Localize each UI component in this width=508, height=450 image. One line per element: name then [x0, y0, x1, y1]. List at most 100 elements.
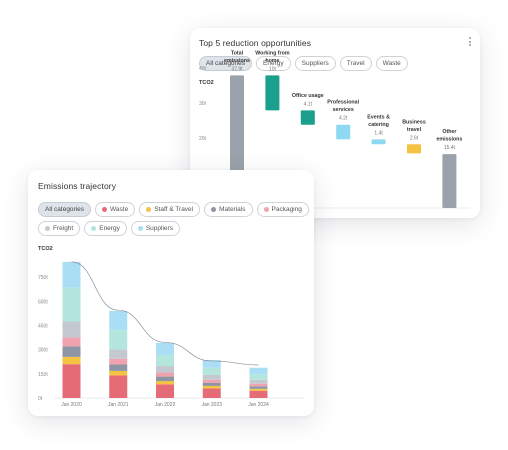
y-tick-label: 20t: [199, 136, 207, 142]
bar-segment-packaging: [249, 383, 268, 387]
bar-value-label: 15.4t: [444, 145, 456, 151]
waterfall-bar-office-usage: [300, 110, 315, 125]
bar-category-label: emissions: [436, 137, 462, 143]
stacked-bar-chart: TCO2 0t 150t 300t 450t 600t 750t Jan 2020 Jan 20…: [38, 246, 304, 408]
filter-chip-label: Waste: [110, 206, 129, 213]
trajectory-filter-all-categories[interactable]: All categories: [38, 202, 92, 217]
reduction-filter-all-categories[interactable]: All categories: [199, 56, 253, 71]
freight-color-dot: [45, 226, 50, 231]
x-tick-label: Jan 2020: [61, 402, 82, 408]
bar-segment-energy: [202, 367, 221, 375]
bar-category-label: travel: [407, 127, 422, 133]
trajectory-filter-waste[interactable]: Waste: [95, 202, 136, 217]
trajectory-filter-chips: All categories Waste Staff & Travel Materia…: [38, 202, 310, 236]
trend-line: [71, 261, 259, 366]
waterfall-bar-events-catering: [371, 139, 386, 145]
filter-chip-label: Waste: [382, 60, 401, 67]
x-tick-label: Jan 2022: [155, 402, 176, 408]
bar-segment-waste: [156, 384, 174, 398]
bar-value-label: 1.4t: [374, 130, 383, 136]
trajectory-filter-suppliers[interactable]: Suppliers: [130, 221, 180, 236]
filter-chip-label: Energy: [263, 60, 284, 67]
trajectory-filter-energy[interactable]: Energy: [84, 221, 127, 236]
reduction-filter-energy[interactable]: Energy: [256, 56, 291, 71]
bar-segment-staff-travel: [202, 385, 221, 389]
bar-segment-waste: [62, 364, 81, 398]
bar-segment-suppliers: [156, 342, 174, 355]
bar-category-label: Other: [442, 129, 456, 135]
bar-segment-energy: [156, 354, 174, 367]
reduction-card-title: Top 5 reduction opportunities: [199, 38, 312, 48]
bar-value-label: 4.1t: [304, 101, 313, 107]
filter-chip-label: All categories: [45, 206, 85, 213]
bar-category-label: emissions: [224, 58, 250, 64]
bar-segment-freight: [249, 379, 268, 384]
bar-segment-suppliers: [249, 367, 268, 375]
reduction-filter-travel[interactable]: Travel: [339, 56, 372, 71]
reduction-filter-suppliers[interactable]: Suppliers: [294, 56, 336, 71]
bar-category-label: Professional: [327, 100, 359, 106]
filter-chip-label: All categories: [206, 60, 246, 67]
bar-segment-staff-travel: [62, 356, 81, 365]
waterfall-bar-working-from-home: [265, 75, 280, 111]
packaging-color-dot: [263, 207, 269, 212]
bar-segment-energy: [62, 287, 81, 322]
y-tick-label: 30t: [199, 101, 207, 107]
bar-segment-materials: [202, 382, 221, 386]
y-axis-label: TCO2: [199, 80, 214, 86]
bar-segment-freight: [156, 366, 174, 373]
bar-segment-materials: [109, 364, 128, 371]
x-tick-label: Jan 2024: [248, 402, 269, 408]
bar-segment-packaging: [109, 358, 128, 365]
energy-color-dot: [91, 226, 97, 231]
materials-color-dot: [211, 207, 217, 212]
y-tick-label: 750t: [38, 275, 48, 281]
more-options-icon[interactable]: [468, 37, 472, 47]
bar-category-label: Working from: [255, 50, 290, 56]
y-tick-label: 450t: [38, 324, 48, 330]
waterfall-bar-business-travel: [407, 144, 421, 154]
bar-segment-packaging: [202, 379, 221, 383]
y-tick-label: 600t: [38, 299, 48, 305]
bar-segment-freight: [202, 374, 221, 380]
filter-chip-label: Energy: [99, 225, 120, 232]
bar-segment-materials: [249, 386, 268, 389]
bar-segment-packaging: [156, 372, 174, 377]
suppliers-color-dot: [137, 226, 143, 231]
bar-segment-packaging: [62, 337, 81, 347]
staff-travel-color-dot: [146, 207, 152, 212]
bar-segment-materials: [156, 376, 174, 382]
filter-chip-label: Suppliers: [145, 225, 173, 232]
trajectory-filter-materials[interactable]: Materials: [204, 202, 253, 217]
bar-segment-staff-travel: [109, 370, 128, 376]
bar-category-label: services: [333, 107, 354, 113]
bar-value-label: 37.9t: [231, 66, 243, 72]
filter-chip-label: Suppliers: [301, 60, 329, 67]
y-tick-label: 0t: [38, 396, 43, 402]
bar-segment-waste: [109, 375, 128, 398]
reduction-filter-chips: All categories Energy Suppliers Travel Waste: [199, 56, 469, 71]
reduction-filter-waste[interactable]: Waste: [375, 56, 408, 71]
bar-segment-freight: [109, 349, 128, 359]
bar-value-label: 2.6t: [410, 135, 419, 141]
y-tick-label: 150t: [38, 372, 48, 378]
trajectory-filter-staff-travel[interactable]: Staff & Travel: [139, 202, 201, 217]
filter-chip-label: Materials: [219, 206, 246, 213]
trajectory-filter-packaging[interactable]: Packaging: [256, 202, 309, 217]
bar-segment-waste: [202, 388, 221, 398]
bar-segment-staff-travel: [249, 388, 268, 391]
bar-category-label: Events &: [367, 114, 390, 120]
x-tick-label: Jan 2023: [201, 402, 222, 408]
emissions-trajectory-card: Emissions trajectory All categories Waste…: [28, 170, 314, 416]
bar-segment-freight: [62, 321, 81, 338]
bar-segment-waste: [249, 390, 268, 398]
x-tick-label: Jan 2021: [108, 402, 129, 408]
trajectory-filter-freight[interactable]: Freight: [38, 221, 81, 236]
filter-chip-label: Packaging: [271, 206, 302, 213]
bar-value-label: 4.2t: [339, 116, 348, 122]
bar-category-label: Business: [402, 119, 426, 125]
trajectory-card-title: Emissions trajectory: [38, 181, 117, 191]
waste-color-dot: [102, 207, 108, 212]
waterfall-bar-other-emissions: [442, 154, 457, 208]
y-tick-label: 40t: [199, 66, 207, 72]
